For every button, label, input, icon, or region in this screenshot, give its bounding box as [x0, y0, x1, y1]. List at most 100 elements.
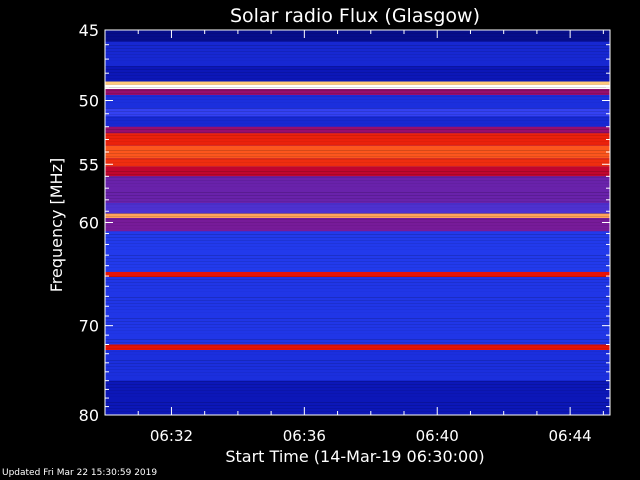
y-tick-label: 45	[79, 21, 99, 40]
texture-line	[105, 39, 610, 40]
frequency-band-7	[105, 108, 610, 117]
frequency-band-20	[105, 277, 610, 345]
texture-line	[105, 408, 610, 409]
x-tick-label: 06:44	[549, 427, 592, 445]
texture-line	[105, 129, 610, 130]
frequency-band-17	[105, 218, 610, 232]
frequency-band-16	[105, 213, 610, 219]
frequency-band-4	[105, 84, 610, 90]
texture-line	[105, 222, 610, 223]
frequency-band-6	[105, 95, 610, 109]
y-axis: 45 50 55 60 70 80	[79, 21, 610, 425]
texture-line	[105, 330, 610, 331]
texture-line	[105, 108, 610, 109]
texture-line	[105, 312, 610, 313]
x-tick-label: 06:40	[416, 427, 459, 445]
texture-line	[105, 90, 610, 91]
texture-line	[105, 174, 610, 175]
texture-line	[105, 216, 610, 217]
texture-line	[105, 375, 610, 376]
frequency-band-0	[105, 30, 610, 42]
texture-line	[105, 57, 610, 58]
texture-line	[105, 411, 610, 412]
texture-line	[105, 333, 610, 334]
texture-line	[105, 282, 610, 283]
texture-line	[105, 36, 610, 37]
texture-line	[105, 120, 610, 121]
texture-line	[105, 69, 610, 70]
frequency-band-15	[105, 203, 610, 214]
texture-line	[105, 342, 610, 343]
texture-line	[105, 279, 610, 280]
texture-line	[105, 324, 610, 325]
texture-line	[105, 198, 610, 199]
texture-line	[105, 180, 610, 181]
texture-line	[105, 276, 610, 277]
texture-line	[105, 264, 610, 265]
texture-line	[105, 78, 610, 79]
frequency-band-5	[105, 89, 610, 96]
frequency-band-12	[105, 158, 610, 167]
y-axis-label: Frequency [MHz]	[47, 158, 66, 292]
texture-line	[105, 33, 610, 34]
texture-line	[105, 183, 610, 184]
texture-line	[105, 225, 610, 226]
frequency-band-19	[105, 271, 610, 278]
frequency-band-11	[105, 145, 610, 159]
y-tick-label: 70	[79, 317, 99, 336]
texture-line	[105, 258, 610, 259]
texture-line	[105, 150, 610, 151]
texture-line	[105, 75, 610, 76]
texture-line	[105, 201, 610, 202]
texture-line	[105, 135, 610, 136]
texture-line	[105, 300, 610, 301]
texture-line	[105, 291, 610, 292]
texture-line	[105, 207, 610, 208]
frequency-band-2	[105, 66, 610, 82]
texture-line	[105, 255, 610, 256]
texture-line	[105, 261, 610, 262]
texture-line	[105, 141, 610, 142]
texture-line	[105, 72, 610, 73]
texture-line	[105, 162, 610, 163]
texture-line	[105, 96, 610, 97]
x-tick-label: 06:36	[283, 427, 326, 445]
texture-line	[105, 192, 610, 193]
chart-title: Solar radio Flux (Glasgow)	[230, 5, 480, 27]
x-axis-label: Start Time (14-Mar-19 06:30:00)	[225, 447, 484, 466]
texture-line	[105, 93, 610, 94]
texture-line	[105, 405, 610, 406]
texture-line	[105, 138, 610, 139]
texture-line	[105, 285, 610, 286]
texture-line	[105, 195, 610, 196]
texture-line	[105, 186, 610, 187]
texture-line	[105, 60, 610, 61]
texture-line	[105, 117, 610, 118]
texture-line	[105, 396, 610, 397]
texture-line	[105, 99, 610, 100]
texture-line	[105, 321, 610, 322]
texture-line	[105, 384, 610, 385]
texture-line	[105, 144, 610, 145]
texture-line	[105, 171, 610, 172]
texture-line	[105, 306, 610, 307]
x-axis: 06:32 06:36 06:40 06:44	[137, 30, 604, 445]
texture-line	[105, 318, 610, 319]
texture-line	[105, 390, 610, 391]
texture-line	[105, 240, 610, 241]
texture-line	[105, 249, 610, 250]
texture-line	[105, 81, 610, 82]
texture-line	[105, 87, 610, 88]
texture-line	[105, 48, 610, 49]
y-tick-label: 50	[79, 92, 99, 111]
frequency-band-21	[105, 344, 610, 351]
plot-frame	[104, 29, 611, 416]
texture-line	[105, 267, 610, 268]
texture-line	[105, 402, 610, 403]
frequency-band-18	[105, 231, 610, 272]
texture-line	[105, 387, 610, 388]
texture-line	[105, 381, 610, 382]
texture-line	[105, 111, 610, 112]
texture-line	[105, 228, 610, 229]
frequency-band-14	[105, 176, 610, 204]
